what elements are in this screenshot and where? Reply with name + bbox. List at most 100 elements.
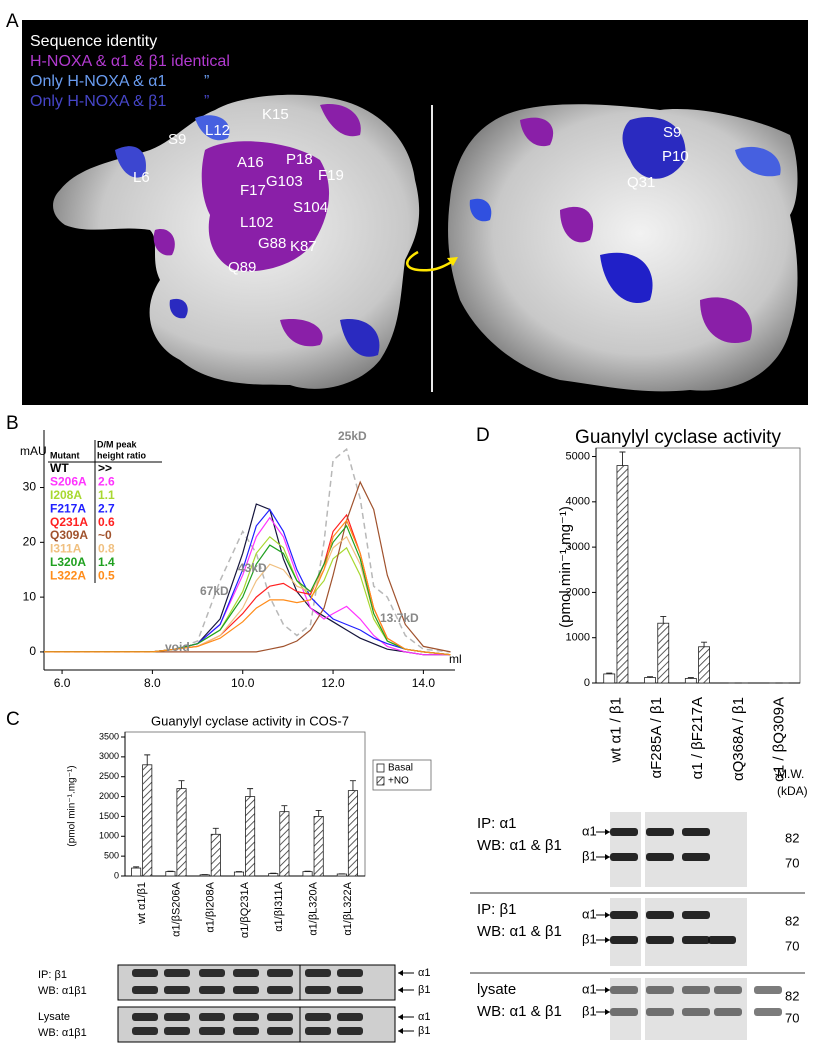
blot-band	[233, 969, 259, 977]
bar	[131, 867, 142, 877]
blot-band	[337, 986, 363, 994]
blot-gap	[641, 812, 645, 887]
blot-label: IP: α1	[477, 815, 517, 832]
blot-band	[610, 1008, 638, 1016]
x-tick-label: 10.0	[231, 676, 255, 690]
chart-title: Guanylyl cyclase activity in COS-7	[151, 713, 349, 728]
blot-band	[646, 853, 674, 861]
table-ratio: 2.7	[98, 501, 115, 515]
x-tick-label: 6.0	[54, 676, 71, 690]
y-tick-label: 20	[23, 535, 37, 549]
blot-band	[714, 1008, 742, 1016]
x-tick-label: αF285A / β1	[648, 697, 665, 779]
blot-band	[646, 828, 674, 836]
blot-band	[305, 969, 331, 977]
mw-label: 70	[785, 1010, 799, 1025]
blot-band	[646, 911, 674, 919]
alpha-patch	[195, 115, 230, 141]
blot-band	[714, 986, 742, 994]
residue-label: G88	[258, 235, 286, 252]
beta-patch	[622, 116, 686, 179]
table-ratio: 0.6	[98, 515, 115, 529]
y-tick-label: 30	[23, 480, 37, 494]
identical-patch	[201, 141, 330, 272]
band-label: α1	[418, 1011, 430, 1023]
blot-band	[754, 986, 782, 994]
residue-label: Q89	[228, 259, 256, 276]
annotation: 25kD	[338, 429, 367, 443]
identical-patch	[700, 297, 752, 344]
alpha-patch	[735, 146, 781, 177]
error-bar	[606, 672, 613, 674]
error-bar	[687, 677, 694, 679]
residue-label: G103	[266, 173, 303, 190]
residue-label: S9	[663, 124, 681, 141]
blot-band	[646, 936, 674, 944]
blot-band	[708, 936, 736, 944]
table-name: L320A	[50, 555, 86, 569]
table-name: S206A	[50, 475, 87, 489]
identical-patch	[320, 104, 361, 137]
annotation: 13.7kD	[380, 611, 419, 625]
blot-label: WB: α1β1	[38, 985, 87, 997]
y-tick-label: 5000	[566, 450, 590, 462]
blot-band	[682, 986, 710, 994]
residue-label: F19	[318, 167, 344, 184]
blot-arrow-head	[605, 829, 610, 835]
plot-frame	[124, 731, 366, 877]
blot-arrow-head	[398, 970, 403, 976]
alpha-patch	[469, 198, 492, 222]
residue-label: L12	[205, 122, 230, 139]
error-bar	[619, 451, 626, 466]
legend-label: H-NOXA & α1 & β1 identical	[30, 53, 230, 70]
x-tick-label: αQ368A / β1	[730, 697, 747, 781]
y-tick-label: 1000	[99, 831, 119, 841]
blot-band	[610, 911, 638, 919]
table-name: I208A	[50, 488, 82, 502]
y-tick-label: 3000	[566, 541, 590, 553]
y-tick-label: 500	[104, 851, 119, 861]
error-bar	[144, 754, 151, 765]
band-label: β1	[582, 848, 597, 863]
chart-title: Guanylyl cyclase activity	[575, 427, 781, 448]
y-tick-label: 0	[29, 644, 36, 658]
y-tick-label: 0	[584, 677, 590, 689]
panel-label: B	[6, 413, 19, 434]
x-tick-label: α1/βQ231A	[239, 881, 251, 938]
legend-mark: ”	[204, 93, 209, 110]
x-tick-label: α1 / βF217A	[689, 697, 706, 779]
mw-header: M.W.	[777, 767, 804, 781]
y-tick-label: 0	[114, 870, 119, 880]
blot-band	[267, 969, 293, 977]
blot	[117, 1006, 396, 1043]
x-tick-label: 12.0	[321, 676, 345, 690]
error-bar	[660, 615, 667, 624]
standards-line	[44, 447, 451, 653]
y-tick-label: 10	[23, 589, 37, 603]
series-line	[44, 524, 451, 656]
blot-band	[682, 853, 710, 861]
panel-label: D	[476, 425, 490, 446]
blot	[610, 898, 747, 966]
bar	[684, 678, 697, 684]
bar	[698, 646, 710, 684]
blot-band	[610, 936, 638, 944]
blot-band	[164, 986, 190, 994]
table-name: L322A	[50, 568, 86, 582]
blot-band	[646, 1008, 674, 1016]
table-ratio: 1.4	[98, 555, 115, 569]
bar	[142, 764, 153, 877]
blot-arrow-head	[398, 987, 403, 993]
blot-band	[132, 1027, 158, 1035]
blot	[610, 812, 747, 887]
blot-arrow-head	[605, 854, 610, 860]
blot-label: WB: α1 & β1	[477, 923, 562, 940]
blot-band	[682, 1008, 710, 1016]
error-bar	[349, 780, 356, 791]
error-bar	[701, 641, 708, 647]
blot-band	[337, 969, 363, 977]
band-label: α1	[582, 906, 597, 921]
blot-label: WB: α1 & β1	[477, 1003, 562, 1020]
blot-band	[233, 986, 259, 994]
blot-label: Lysate	[38, 1011, 70, 1023]
